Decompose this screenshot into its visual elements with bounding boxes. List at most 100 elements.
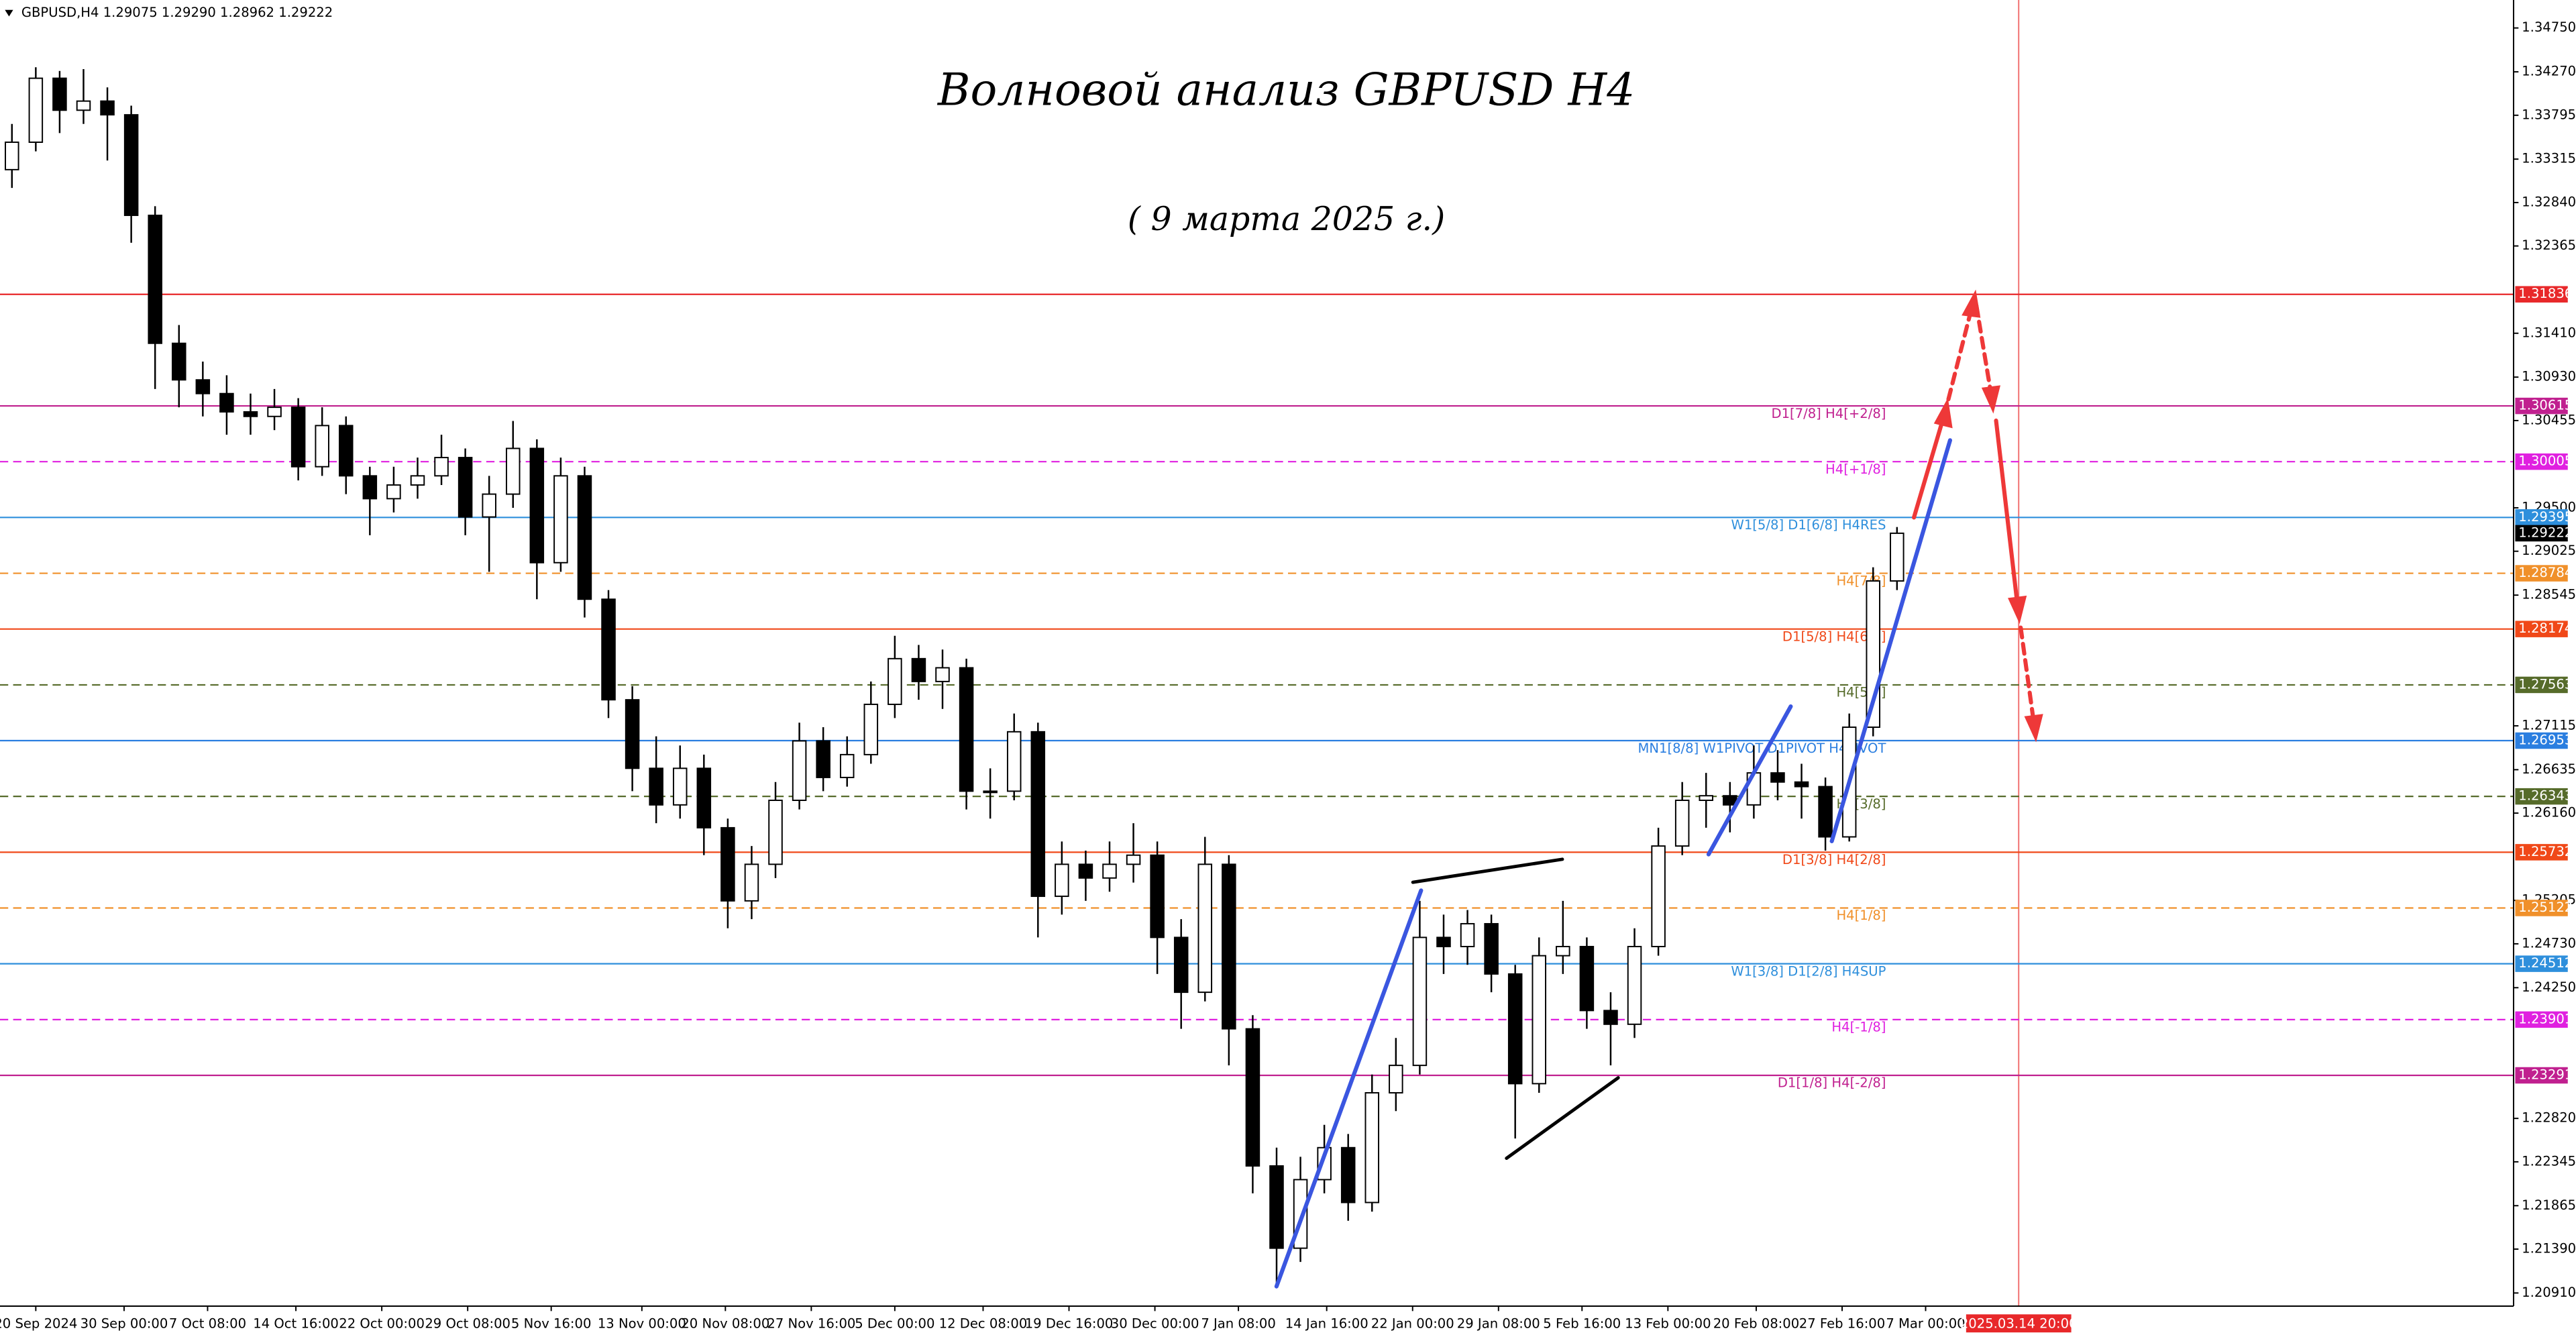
candle-body — [649, 767, 663, 806]
x-tick-label: 14 Jan 16:00 — [1285, 1316, 1368, 1331]
wave-line — [1274, 888, 1424, 1289]
level-name: D1[1/8] H4[-2/8] — [1778, 1075, 1886, 1091]
candle-body — [1389, 1065, 1403, 1093]
price-label: 1.27563 — [2518, 676, 2573, 692]
candle-body — [195, 379, 211, 394]
candle-body — [792, 740, 807, 801]
trend-line — [1505, 1076, 1620, 1161]
candle-body — [1317, 1146, 1332, 1181]
candle-body — [458, 457, 473, 518]
price-label: 1.28174 — [2518, 621, 2573, 636]
arrow — [1912, 415, 1946, 520]
price-box — [2515, 1011, 2568, 1028]
candle-body — [172, 342, 186, 381]
level-name: H4[-1/8] — [1831, 1020, 1886, 1035]
candle-body — [577, 475, 592, 600]
x-tick-label: 20 Feb 08:00 — [1713, 1316, 1799, 1331]
price-label: 1.30615 — [2518, 398, 2573, 413]
candle-body — [1412, 936, 1428, 1067]
x-tick-label: 7 Jan 08:00 — [1201, 1316, 1276, 1331]
candle-body — [1460, 922, 1475, 947]
candle-body — [505, 447, 521, 495]
arrow-head — [1981, 385, 2001, 414]
arrow — [2019, 625, 2036, 725]
x-tick-label: 30 Sep 00:00 — [80, 1316, 168, 1331]
candle-body — [1197, 863, 1213, 994]
y-tick-label: 1.24730 — [2522, 935, 2576, 951]
arrow-head — [2024, 714, 2043, 743]
y-tick-label: 1.21390 — [2522, 1240, 2576, 1256]
chart-subtitle: ( 9 марта 2025 г.) — [1128, 200, 1445, 238]
level-name: D1[5/8] H4[6/8] — [1782, 629, 1886, 644]
price-box — [2515, 1067, 2568, 1084]
candle-body — [1818, 786, 1833, 838]
wave-line — [1829, 438, 1953, 843]
x-tick-label: 13 Nov 00:00 — [598, 1316, 686, 1331]
candle-body — [100, 100, 115, 116]
arrow — [1974, 303, 1994, 396]
x-tick-label: 5 Dec 00:00 — [855, 1316, 934, 1331]
candle-body — [1794, 781, 1809, 788]
x-tick-label: 14 Oct 16:00 — [253, 1316, 339, 1331]
candle-body — [362, 475, 378, 500]
x-tick-label: 12 Dec 08:00 — [939, 1316, 1028, 1331]
candle-body — [529, 447, 545, 564]
arrow-head — [1933, 398, 1953, 429]
x-tick-label: 13 Feb 00:00 — [1625, 1316, 1711, 1331]
candle-body — [911, 657, 926, 682]
candle-body — [1770, 772, 1785, 783]
candle-body — [76, 100, 91, 111]
candle-body — [219, 392, 234, 413]
price-label: 1.23291 — [2518, 1067, 2573, 1082]
candle-body — [243, 411, 258, 417]
candle-body — [1532, 955, 1547, 1085]
price-box — [2515, 900, 2568, 916]
candle-body — [482, 493, 496, 518]
candle-body — [1699, 795, 1714, 801]
price-box — [2515, 732, 2568, 749]
x-tick-label: 5 Nov 16:00 — [511, 1316, 592, 1331]
candle-body — [888, 657, 902, 705]
level-name: H4[1/8] — [1836, 908, 1886, 923]
candle-body — [672, 767, 688, 806]
candle-body — [720, 826, 735, 902]
price-label: 1.25122 — [2518, 900, 2573, 915]
cursor-label-box — [1966, 1314, 2072, 1333]
level-name: D1[7/8] H4[+2/8] — [1772, 406, 1886, 421]
candle-body — [315, 425, 329, 468]
level-name: D1[3/8] H4[2/8] — [1782, 852, 1886, 867]
candle-body — [52, 77, 67, 111]
candle-body — [1245, 1028, 1260, 1167]
price-box — [2515, 565, 2568, 582]
candle-body — [434, 457, 449, 477]
y-tick-label: 1.30455 — [2522, 412, 2576, 427]
price-box — [2515, 509, 2568, 526]
candle-body — [1579, 946, 1595, 1012]
y-tick-label: 1.24250 — [2522, 979, 2576, 995]
x-tick-label: 29 Jan 08:00 — [1457, 1316, 1540, 1331]
candle-body — [1150, 854, 1165, 939]
candle-body — [1269, 1165, 1284, 1249]
candle-body — [1484, 922, 1499, 975]
candle-body — [1436, 936, 1451, 947]
y-tick-label: 1.27115 — [2522, 717, 2576, 733]
candle-body — [1102, 863, 1117, 879]
y-tick-label: 1.33315 — [2522, 151, 2576, 166]
y-tick-label: 1.26160 — [2522, 805, 2576, 820]
x-tick-label: 22 Oct 00:00 — [339, 1316, 425, 1331]
price-label: 1.29395 — [2518, 509, 2573, 525]
price-box — [2515, 286, 2568, 303]
last-price-label: 1.29222 — [2518, 525, 2573, 540]
candle-body — [1603, 1010, 1618, 1025]
chart-title: Волновой анализ GBPUSD H4 — [937, 64, 1635, 116]
candle-body — [768, 800, 783, 865]
candle-body — [601, 598, 616, 701]
candle-body — [983, 790, 998, 794]
y-tick-label: 1.21865 — [2522, 1197, 2576, 1213]
candle-body — [1651, 845, 1666, 947]
y-tick-label: 1.31410 — [2522, 325, 2576, 340]
price-box — [2515, 621, 2568, 637]
level-name: MN1[8/8] W1PIVOT D1PIVOT H4PIVOT — [1638, 741, 1886, 756]
